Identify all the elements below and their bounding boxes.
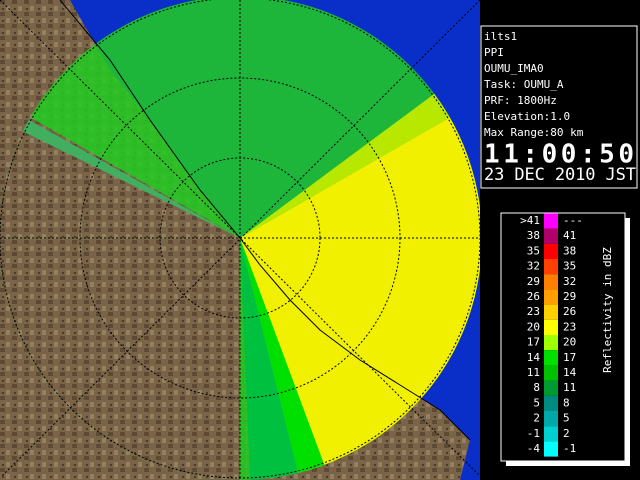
legend-high: 32 (563, 275, 576, 288)
legend-low: 14 (527, 351, 541, 364)
legend-swatch (544, 350, 558, 366)
legend-low: >41 (520, 214, 540, 227)
legend-low: 5 (533, 396, 540, 409)
info-line: OUMU_IMA0 (484, 62, 544, 75)
legend-swatch (544, 380, 558, 396)
legend-high: 5 (563, 412, 570, 425)
legend-swatch (544, 213, 558, 229)
legend-low: 8 (533, 381, 540, 394)
date: 23 DEC 2010 JST (484, 165, 636, 185)
legend-low: 11 (527, 366, 540, 379)
legend-high: 17 (563, 351, 576, 364)
legend-swatch (544, 228, 558, 244)
info-line: Max Range:80 km (484, 126, 584, 139)
legend-swatch (544, 304, 558, 320)
info-line: ilts1 (484, 30, 517, 43)
info-line: Elevation:1.0 (484, 110, 570, 123)
legend-high: 26 (563, 305, 576, 318)
legend-low: 20 (527, 320, 540, 333)
info-line: PRF: 1800Hz (484, 94, 557, 107)
legend-swatch (544, 335, 558, 351)
legend-high: 38 (563, 244, 576, 257)
legend-high: 8 (563, 396, 570, 409)
legend-swatch (544, 365, 558, 381)
legend-high: 23 (563, 320, 576, 333)
legend-low: 35 (527, 244, 540, 257)
legend-high: 35 (563, 260, 576, 273)
legend-high: 14 (563, 366, 577, 379)
legend-low: 38 (527, 229, 540, 242)
legend-swatch (544, 426, 558, 442)
legend-low: -4 (527, 442, 541, 455)
legend-low: -1 (527, 427, 540, 440)
legend (500, 212, 626, 462)
legend-low: 32 (527, 260, 540, 273)
legend-high: -1 (563, 442, 576, 455)
legend-swatch (544, 411, 558, 427)
info-panel (480, 25, 638, 189)
legend-low: 2 (533, 412, 540, 425)
legend-swatch (544, 274, 558, 290)
legend-swatch (544, 289, 558, 305)
legend-high: 2 (563, 427, 570, 440)
range-rings (0, 0, 480, 480)
legend-low: 17 (527, 336, 540, 349)
legend-swatch (544, 243, 558, 259)
legend-swatch (544, 441, 558, 457)
map (0, 0, 480, 480)
info-line: Task: OUMU_A (484, 78, 564, 91)
legend-low: 26 (527, 290, 540, 303)
legend-high: --- (563, 214, 583, 227)
legend-swatch (544, 259, 558, 275)
legend-title: Reflectivity in dBZ (601, 247, 614, 373)
legend-high: 29 (563, 290, 576, 303)
legend-low: 29 (527, 275, 540, 288)
legend-swatch (544, 319, 558, 335)
legend-low: 23 (527, 305, 540, 318)
legend-high: 11 (563, 381, 576, 394)
legend-swatch (544, 395, 558, 411)
legend-high: 41 (563, 229, 576, 242)
info-line: PPI (484, 46, 504, 59)
legend-high: 20 (563, 336, 576, 349)
